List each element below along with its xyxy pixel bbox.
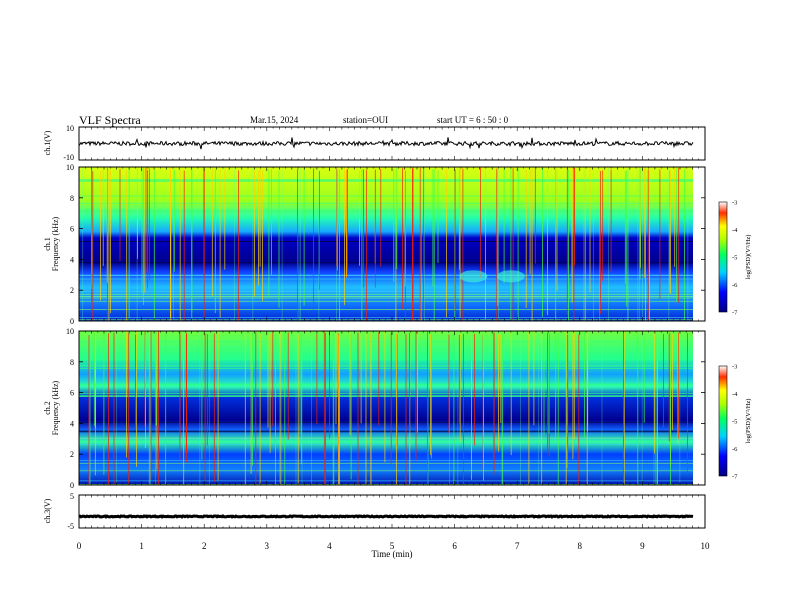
colorbar-tick-label: -3 [732, 200, 737, 207]
xtick-label: 7 [515, 541, 520, 551]
ytick-label: 0 [70, 481, 74, 490]
ch1-spectrogram-image [79, 167, 693, 321]
ytick-label: 2 [70, 450, 74, 459]
ytick-label: 10 [66, 163, 74, 172]
colorbar-tick-label: -4 [732, 227, 738, 234]
ch3-waveform-frame [78, 494, 706, 529]
colorbar-tick-label: -3 [732, 364, 737, 371]
date-label: Mar.15, 2024 [250, 115, 299, 125]
ch1-ytick-top: 10 [66, 124, 74, 133]
ch1-waveform-frame [78, 126, 706, 161]
ytick-label: 6 [70, 389, 74, 398]
ch1-spectrogram-panel: 0 2 4 6 8 10 ch.1 Frequency (kHz) [43, 163, 706, 326]
spectrogram-blob [496, 270, 525, 283]
ch1-ylabel: ch.1(V) [43, 130, 52, 155]
station-label: station=OUI [343, 115, 389, 125]
xtick-label: 0 [77, 541, 82, 551]
ch1-spectrogram-yticks: 0 2 4 6 8 10 [66, 163, 705, 326]
ch1-waveform-trace [78, 137, 694, 150]
ch2-colorbar-ticks: -3 -4 -5 -6 -7 [732, 364, 738, 481]
ch2-spec-ylabel-1: ch.2 [43, 401, 52, 415]
ytick-label: 8 [70, 358, 74, 367]
xtick-label: 6 [452, 541, 457, 551]
ch1-spec-ylabel-1: ch.1 [43, 237, 52, 251]
spectrogram-blob [459, 270, 488, 283]
ch2-colorbar-gradient [718, 365, 728, 477]
xtick-label: 10 [701, 541, 711, 551]
ch1-colorbar-gradient [718, 201, 728, 313]
xtick-label: 3 [265, 541, 270, 551]
ch2-spectrogram-image [79, 331, 693, 485]
colorbar-tick-label: -6 [732, 446, 738, 453]
ch2-spectrogram-yticks: 0 2 4 6 8 10 [66, 327, 705, 490]
ch1-waveform-panel: 10 -10 ch.1(V) [43, 124, 706, 162]
xtick-label: 4 [327, 541, 332, 551]
ch1-colorbar-ticks: -3 -4 -5 -6 -7 [732, 200, 738, 317]
ch2-colorbar-label: log(PSD)(V²/Hz) [745, 399, 752, 444]
ch1-colorbar-label: log(PSD)(V²/Hz) [745, 235, 752, 280]
colorbar-tick-label: -7 [732, 310, 738, 317]
ytick-label: 4 [70, 419, 74, 428]
ch2-spectrogram-panel: 0 2 4 6 8 10 ch.2 Frequency (kHz) [43, 327, 706, 490]
ch2-spectrogram-features [79, 331, 693, 486]
xtick-label: 8 [578, 541, 583, 551]
time-axis-label: Time (min) [372, 549, 413, 559]
ch1-ytick-bottom: -10 [63, 153, 74, 162]
ch3-waveform-panel: 5 -5 ch.3(V) [43, 492, 706, 531]
ch2-spectrogram-pad [693, 331, 705, 485]
ch2-spec-ylabel-2: Frequency (kHz) [51, 380, 60, 435]
xtick-label: 5 [390, 541, 395, 551]
ch3-waveform-trace [78, 514, 694, 519]
ch3-ytick-bottom: -5 [67, 522, 74, 531]
ytick-label: 8 [70, 194, 74, 203]
start-time-label: start UT = 6 : 50 : 0 [437, 115, 509, 125]
ch1-spectrogram-pad [693, 167, 705, 321]
ch1-spectrogram-features [79, 167, 693, 321]
xtick-label: 9 [640, 541, 645, 551]
xtick-label: 1 [139, 541, 144, 551]
figure-title: VLF Spectra [79, 113, 141, 127]
colorbar-tick-label: -4 [732, 391, 738, 398]
ytick-label: 4 [70, 255, 74, 264]
ytick-label: 2 [70, 286, 74, 295]
colorbar-tick-label: -5 [732, 255, 737, 262]
ch2-colorbar: -3 -4 -5 -6 -7 log(PSD)(V²/Hz) [718, 364, 752, 481]
ch3-ylabel: ch.3(V) [43, 498, 52, 523]
colorbar-tick-label: -7 [732, 474, 738, 481]
xtick-label: 2 [202, 541, 207, 551]
ch1-spec-ylabel-2: Frequency (kHz) [51, 216, 60, 271]
ytick-label: 0 [70, 317, 74, 326]
colorbar-tick-label: -6 [732, 282, 738, 289]
ch1-colorbar: -3 -4 -5 -6 -7 log(PSD)(V²/Hz) [718, 200, 752, 317]
ch3-ytick-top: 5 [70, 492, 74, 501]
ytick-label: 10 [66, 327, 74, 336]
ytick-label: 6 [70, 225, 74, 234]
colorbar-tick-label: -5 [732, 419, 737, 426]
time-axis-ticks: 0 1 2 3 4 5 6 7 8 9 10 [77, 127, 710, 551]
